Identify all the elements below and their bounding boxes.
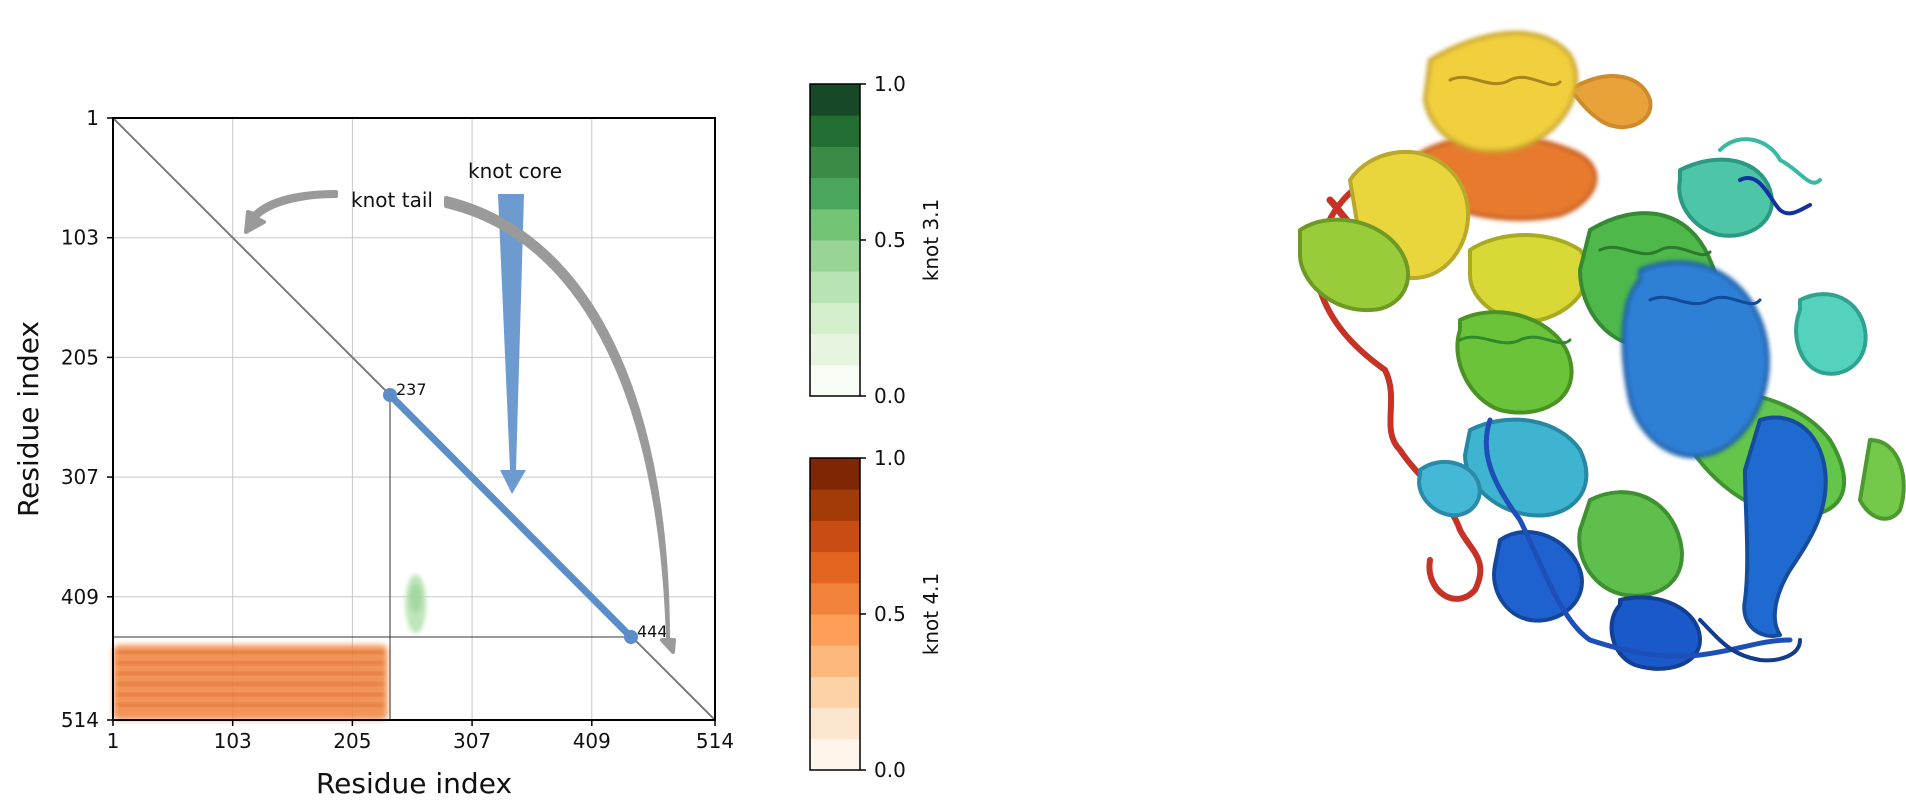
x-tick-label: 205: [333, 729, 371, 753]
y-tick-label: 205: [61, 345, 99, 369]
knot-regions: [113, 574, 427, 720]
colorbar-swatch: [810, 458, 860, 490]
knot-3-1-core: [409, 583, 422, 613]
colorbar-swatch: [810, 489, 860, 521]
knot-core-arrow: [498, 194, 526, 494]
core-end-label: 444: [637, 622, 668, 641]
x-tick-label: 103: [214, 729, 252, 753]
colorbar-tick-label: 0.0: [874, 384, 906, 408]
x-tick-label: 1: [107, 729, 120, 753]
colorbar-swatch: [810, 676, 860, 709]
x-tick-label: 514: [696, 729, 734, 753]
colorbar-swatch: [810, 738, 860, 771]
knot-4-1-texture: [117, 703, 384, 707]
colorbar-swatch: [810, 364, 860, 397]
y-tick-label: 103: [61, 226, 99, 250]
knot-4-1-texture: [117, 682, 384, 686]
knot-tail-left-arrow: [244, 190, 338, 234]
colorbar-tick-label: 0.0: [874, 758, 906, 782]
colorbar-swatch: [810, 271, 860, 303]
knot-4-1-texture: [117, 650, 384, 654]
y-tick-label: 409: [61, 585, 99, 609]
y-axis-ticks: 1 103 205 307 409 514: [61, 106, 113, 732]
core-start-marker: [383, 388, 397, 402]
x-axis-ticks: 1 103 205 307 409 514: [107, 720, 734, 753]
colorbar-label: knot 3.1: [919, 199, 943, 282]
x-tick-label: 307: [453, 729, 491, 753]
colorbar-swatch: [810, 146, 860, 179]
y-tick-label: 514: [61, 708, 99, 732]
colorbar-tick-label: 0.5: [874, 602, 906, 626]
colorbar-swatch: [810, 302, 860, 335]
colorbar-swatch: [810, 614, 860, 646]
y-tick-label: 1: [86, 106, 99, 130]
colorbar-swatch: [810, 520, 860, 553]
colorbar-swatch: [810, 208, 860, 241]
colorbar-tick-label: 1.0: [874, 72, 906, 96]
plot-frame: [112, 117, 716, 721]
y-tick-label: 307: [61, 465, 99, 489]
knot-tail-annotation: knot tail: [351, 188, 433, 212]
core-end-marker: [624, 630, 638, 644]
protein-structure-image: [1298, 30, 1906, 671]
colorbar-label: knot 4.1: [919, 573, 943, 656]
knot-4-1-texture: [117, 671, 384, 675]
colorbar-swatch: [810, 551, 860, 584]
core-start-label: 237: [396, 380, 427, 399]
colorbar-swatch: [810, 240, 860, 272]
colorbar-tick-label: 0.5: [874, 228, 906, 252]
knot-tail-right-arrow: [444, 196, 676, 654]
colorbar-greens: 0.0 0.5 1.0 knot 3.1: [809, 72, 943, 408]
colorbar-swatch: [810, 645, 860, 677]
knot-4-1-texture: [117, 692, 384, 696]
colorbar-swatch: [810, 115, 860, 147]
x-tick-label: 409: [573, 729, 611, 753]
colorbar-swatch: [810, 177, 860, 210]
knot-core-annotation: knot core: [468, 159, 562, 183]
x-axis-label: Residue index: [316, 767, 512, 800]
colorbar-swatch: [810, 582, 860, 615]
colorbar-swatch: [810, 84, 860, 116]
knot-4-1-texture: [117, 661, 384, 665]
colorbars: 0.0 0.5 1.0 knot 3.1 0.0 0.5 1.0 knot 4.1: [809, 72, 943, 782]
y-axis-label: Residue index: [12, 321, 45, 517]
knot-core-segment: [386, 391, 635, 641]
knot-map: 237 444 knot core knot tail 1 103 205 307 40…: [12, 106, 734, 800]
colorbar-swatch: [810, 333, 860, 366]
colorbar-oranges: 0.0 0.5 1.0 knot 4.1: [809, 446, 943, 782]
colorbar-swatch: [810, 707, 860, 740]
colorbar-tick-label: 1.0: [874, 446, 906, 470]
